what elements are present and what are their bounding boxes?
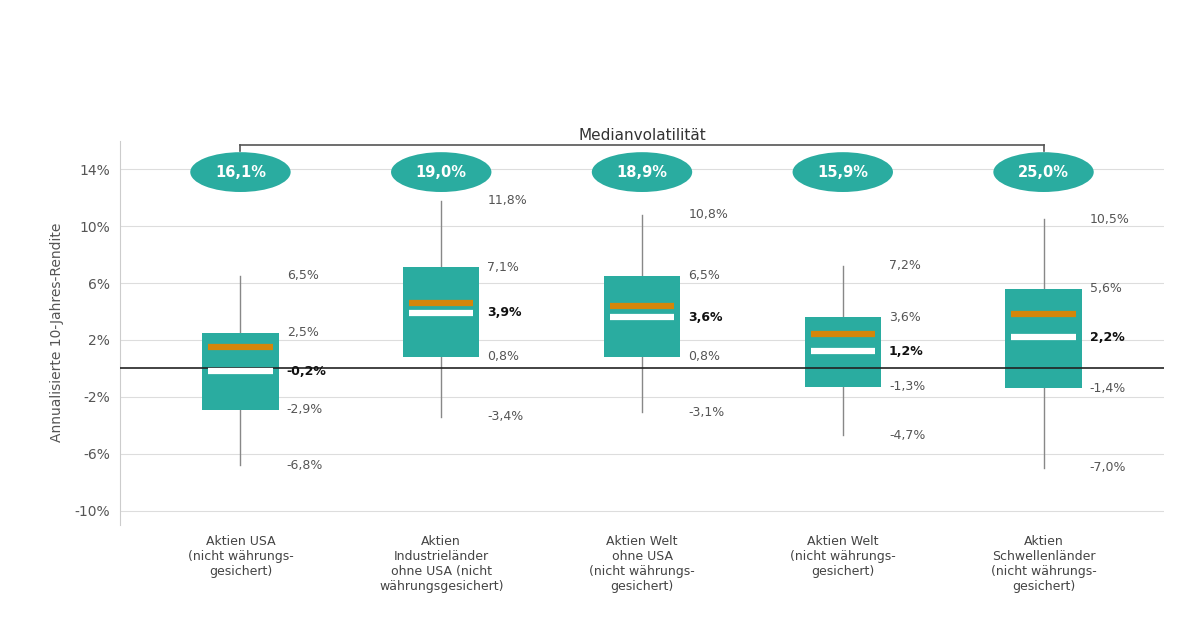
Y-axis label: Annualisierte 10-Jahres-Rendite: Annualisierte 10-Jahres-Rendite	[49, 223, 64, 442]
Text: 15,9%: 15,9%	[817, 164, 869, 180]
Bar	[805, 317, 881, 387]
Text: 0,8%: 0,8%	[688, 351, 720, 364]
Text: Medianvolatilität: Medianvolatilität	[578, 128, 706, 143]
Ellipse shape	[391, 152, 492, 192]
Text: 7,2%: 7,2%	[889, 259, 920, 273]
Bar	[1006, 289, 1081, 388]
Ellipse shape	[592, 152, 692, 192]
Bar	[604, 276, 680, 357]
Text: 16,1%: 16,1%	[215, 164, 266, 180]
Text: -6,8%: -6,8%	[287, 459, 323, 472]
Text: -1,3%: -1,3%	[889, 380, 925, 394]
Ellipse shape	[994, 152, 1093, 192]
Text: 10,5%: 10,5%	[1090, 212, 1129, 225]
Text: -1,4%: -1,4%	[1090, 382, 1126, 395]
Text: 25,0%: 25,0%	[1018, 164, 1069, 180]
Text: 3,9%: 3,9%	[487, 307, 522, 319]
Text: 11,8%: 11,8%	[487, 194, 527, 207]
Text: -7,0%: -7,0%	[1090, 461, 1127, 474]
Text: 3,6%: 3,6%	[889, 310, 920, 324]
Text: 2,2%: 2,2%	[1090, 331, 1124, 344]
Text: -3,4%: -3,4%	[487, 410, 523, 423]
Text: 6,5%: 6,5%	[287, 269, 318, 282]
Text: 5,6%: 5,6%	[1090, 282, 1122, 295]
Bar	[403, 268, 479, 357]
Text: 10,8%: 10,8%	[688, 208, 728, 221]
Text: -4,7%: -4,7%	[889, 429, 925, 442]
Text: 2,5%: 2,5%	[287, 326, 318, 339]
Text: -2,9%: -2,9%	[287, 403, 323, 416]
Text: -0,2%: -0,2%	[287, 365, 326, 378]
Text: 3,6%: 3,6%	[688, 310, 722, 324]
Text: 1,2%: 1,2%	[889, 345, 924, 358]
Text: 18,9%: 18,9%	[617, 164, 667, 180]
Text: 7,1%: 7,1%	[487, 261, 520, 274]
Text: 6,5%: 6,5%	[688, 269, 720, 282]
Text: -3,1%: -3,1%	[688, 406, 725, 419]
Ellipse shape	[792, 152, 893, 192]
Ellipse shape	[191, 152, 290, 192]
Text: 0,8%: 0,8%	[487, 351, 520, 364]
Bar	[203, 333, 278, 410]
Text: 19,0%: 19,0%	[415, 164, 467, 180]
